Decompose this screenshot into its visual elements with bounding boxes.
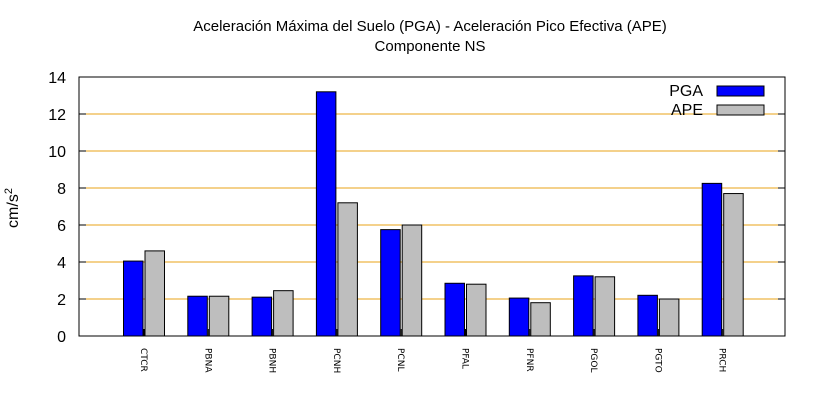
chart-title: Aceleración Máxima del Suelo (PGA) - Ace… bbox=[193, 18, 667, 35]
x-ticks: CTCR PBNA PBNH PCNH PCNL PFAL PFNR PGOL PGTO PRCH bbox=[138, 329, 727, 373]
bar-ape bbox=[594, 276, 616, 337]
bar-ape bbox=[337, 202, 358, 337]
y-tick-label: 10 bbox=[48, 144, 66, 161]
y-axis-label-superscript: 2 bbox=[3, 188, 15, 194]
y-tick-label: 8 bbox=[57, 181, 66, 198]
bar-pga bbox=[187, 295, 208, 337]
bar-pga bbox=[508, 297, 530, 337]
bar-ape bbox=[530, 302, 551, 337]
legend-label-pga: PGA bbox=[669, 83, 703, 100]
bar-pga bbox=[380, 229, 401, 337]
bar-ape bbox=[144, 250, 165, 337]
bar-pga bbox=[315, 91, 337, 337]
x-tick-label: PRCH bbox=[717, 348, 727, 372]
bars bbox=[123, 91, 744, 337]
x-tick-label: PBNA bbox=[202, 348, 212, 373]
x-tick-label: PGTO bbox=[652, 348, 662, 373]
bar-pga bbox=[573, 275, 594, 337]
x-tick-label: PFNR bbox=[524, 348, 534, 372]
bar-pga bbox=[444, 282, 465, 337]
bar-pga bbox=[637, 294, 658, 337]
bar-ape bbox=[723, 193, 744, 337]
legend-swatch-ape bbox=[716, 104, 765, 116]
plot-frame bbox=[78, 76, 786, 337]
legend: PGA APE bbox=[669, 83, 765, 119]
x-tick-label: PCNH bbox=[331, 348, 341, 373]
bar-pga bbox=[123, 260, 144, 337]
y-tick-label: 6 bbox=[57, 218, 66, 235]
bar-pga bbox=[701, 182, 723, 337]
chart-subtitle: Componente NS bbox=[375, 38, 486, 55]
y-ticks: 0 2 4 6 8 10 12 14 bbox=[48, 70, 785, 346]
y-tick-label: 0 bbox=[57, 329, 66, 346]
x-tick-label: PCNL bbox=[395, 348, 405, 371]
x-tick-label: PFAL bbox=[460, 348, 470, 369]
bar-ape bbox=[401, 224, 423, 337]
y-axis-label-unit: cm/s bbox=[5, 194, 22, 228]
y-tick-label: 2 bbox=[57, 292, 66, 309]
bar-ape bbox=[658, 298, 680, 337]
x-tick-label: CTCR bbox=[138, 348, 148, 372]
bar-ape bbox=[273, 290, 294, 337]
gridlines bbox=[79, 113, 785, 300]
legend-swatch-pga bbox=[716, 85, 765, 97]
bar-pga bbox=[251, 296, 273, 337]
y-tick-label: 12 bbox=[48, 107, 66, 124]
legend-label-ape: APE bbox=[671, 102, 703, 119]
bar-ape bbox=[466, 283, 487, 337]
x-tick-label: PBNH bbox=[267, 348, 277, 373]
x-tick-label: PGOL bbox=[588, 348, 598, 373]
y-tick-label: 14 bbox=[48, 70, 66, 87]
bar-ape bbox=[208, 295, 230, 337]
y-axis-label: cm/s2 bbox=[3, 188, 22, 228]
y-tick-label: 4 bbox=[57, 255, 66, 272]
